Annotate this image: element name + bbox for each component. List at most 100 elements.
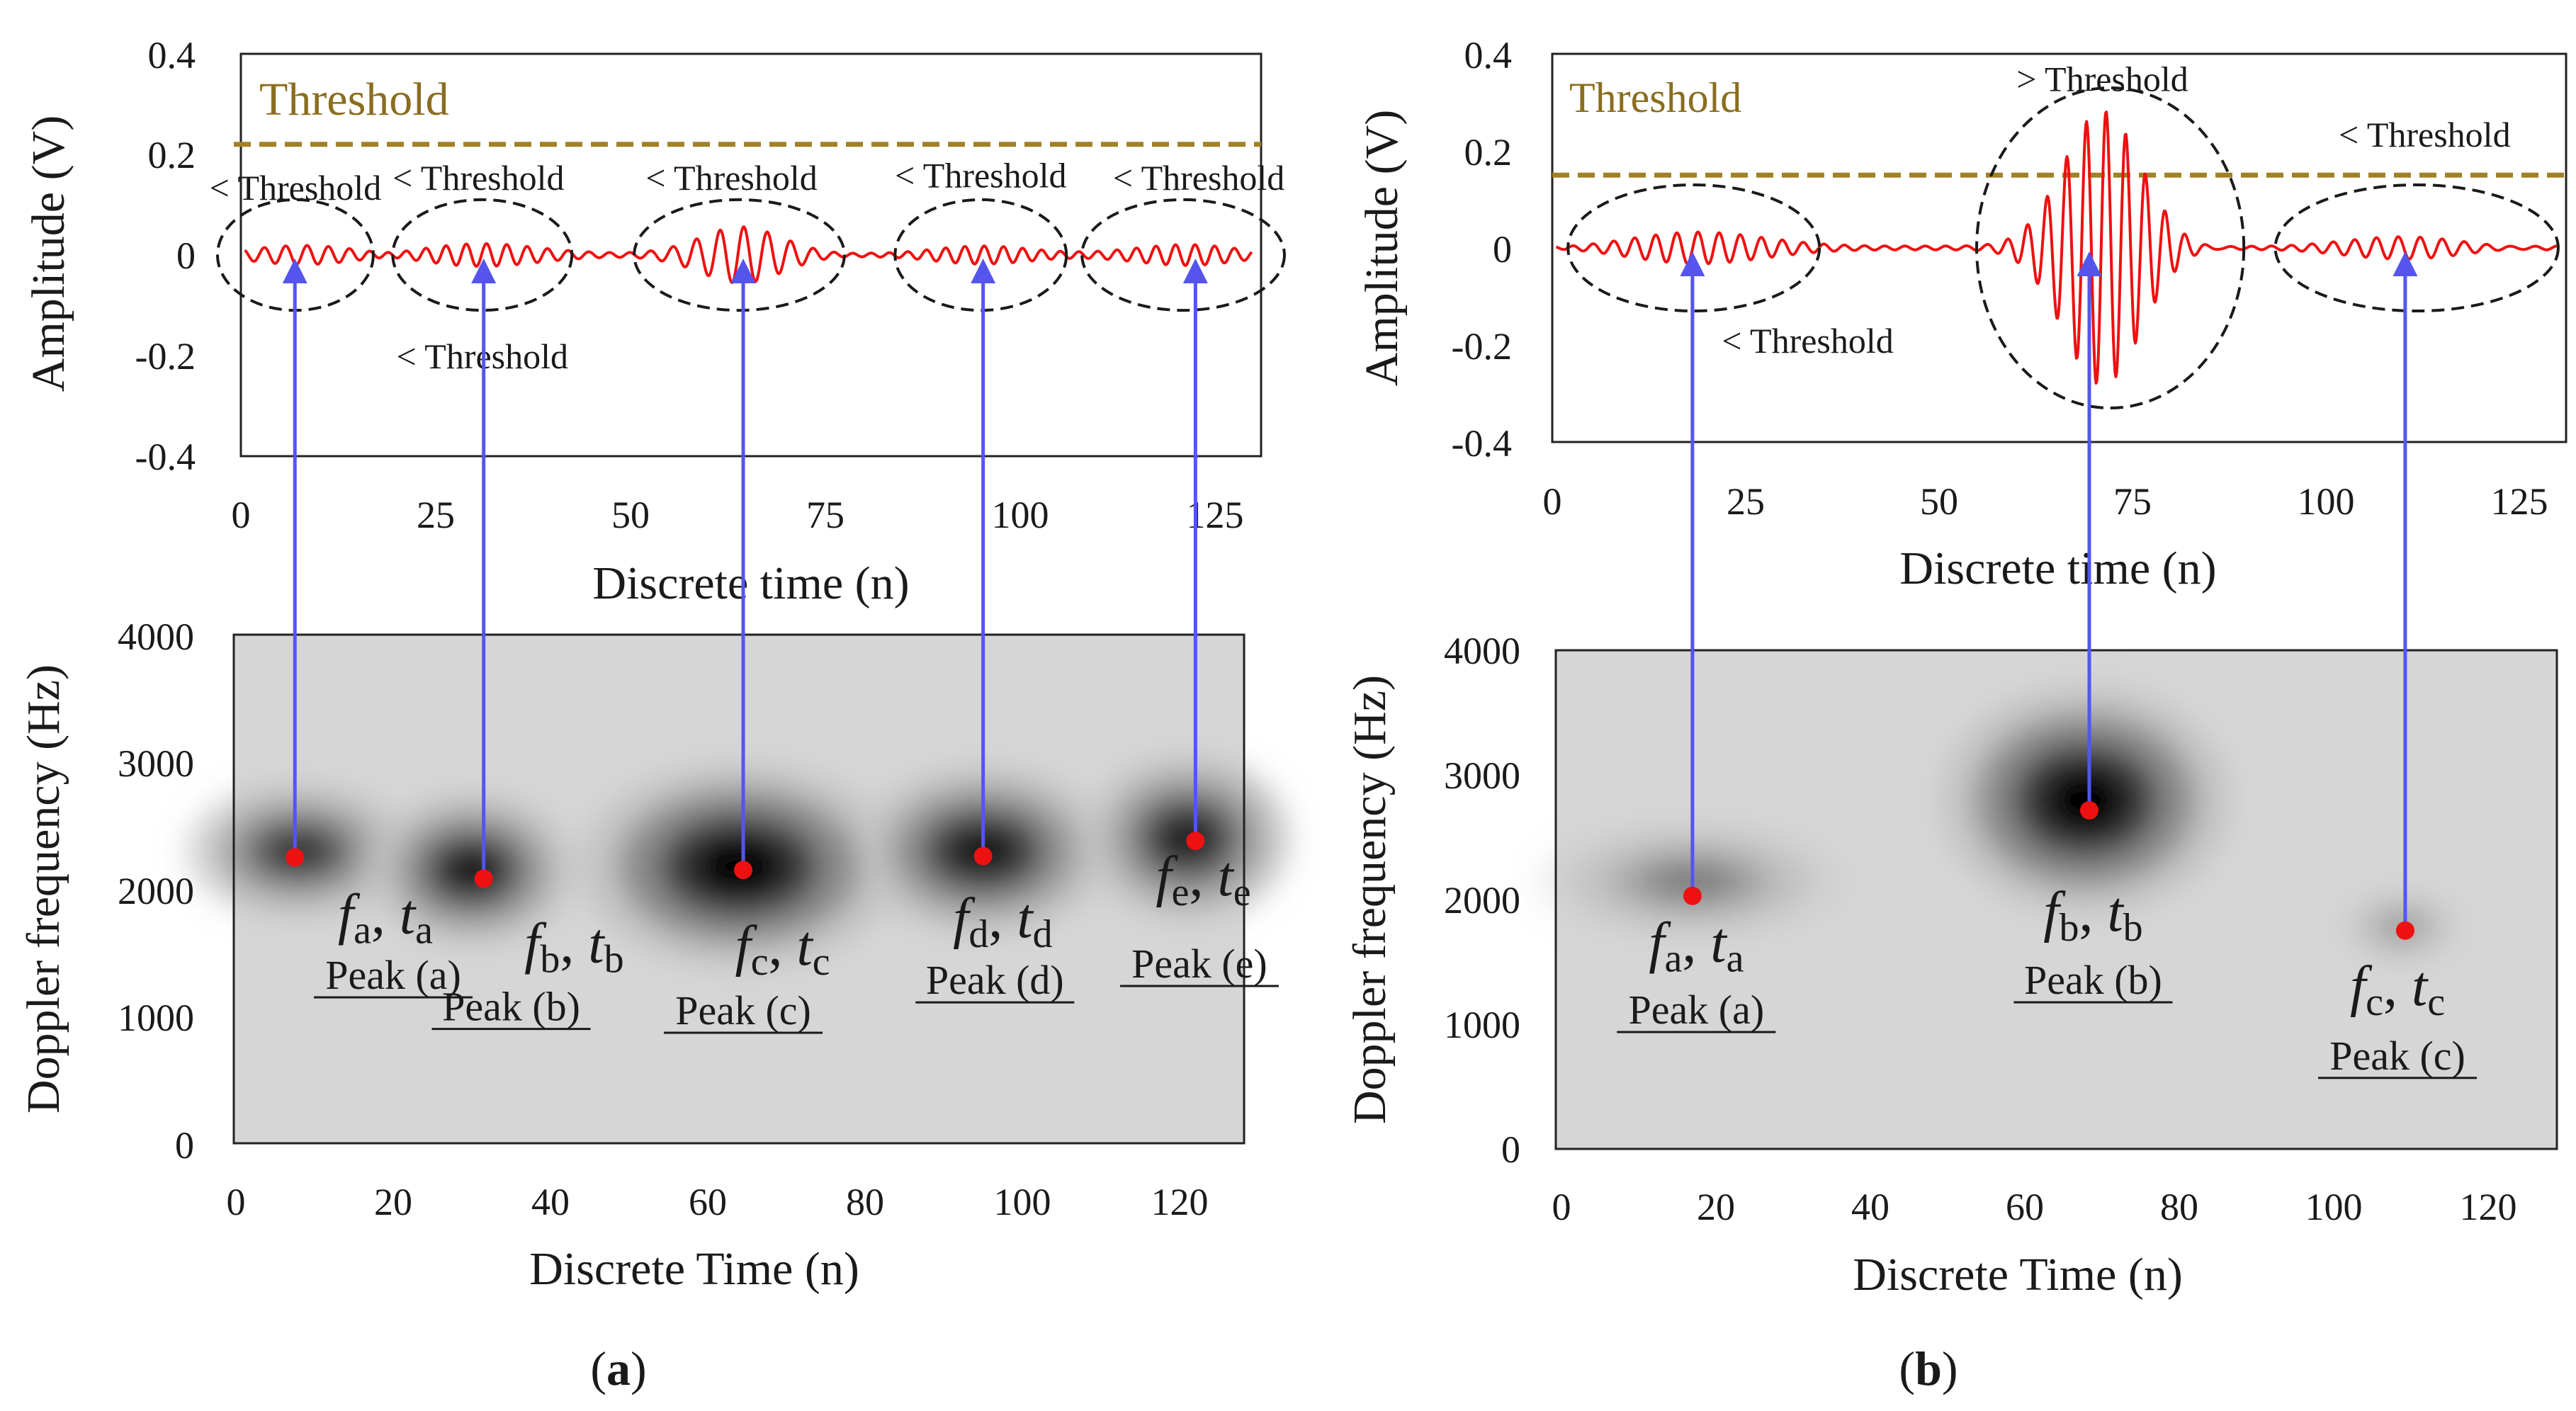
x-tick-label: 80 <box>2160 1186 2198 1228</box>
signal-line <box>244 225 1253 284</box>
spectrogram-xticks-a: 0 20 40 60 80 100 120 <box>227 1181 1209 1223</box>
peak-name-label: Peak (c) <box>675 987 811 1033</box>
threshold-annotation: < Threshold <box>645 158 818 198</box>
peak-coord-label: fc, tc <box>2350 956 2445 1024</box>
peak-separator: , <box>2079 881 2107 944</box>
peak-f-subscript: e <box>1172 871 1190 914</box>
spectrogram-plot-a: 4000 3000 2000 1000 0 0 20 40 60 80 100 … <box>18 616 1291 1295</box>
peak-separator: , <box>769 915 797 978</box>
threshold-annotation: < Threshold <box>392 158 565 198</box>
threshold-annotation: < Threshold <box>1113 158 1285 198</box>
peak-name-label: Peak (b) <box>442 984 580 1030</box>
threshold-label: Threshold <box>259 74 449 125</box>
peak-marker <box>2395 921 2414 940</box>
peak-f-subscript: d <box>968 912 988 956</box>
threshold-region <box>1975 86 2246 410</box>
panel-label-a: (a) <box>590 1342 646 1395</box>
y-tick-label: 0.4 <box>1464 34 1513 76</box>
signal-plot-b: 0.4 0.2 0 -0.2 -0.4 0 25 50 75 100 125 D… <box>1356 34 2567 594</box>
threshold-annotation: < Threshold <box>895 155 1067 195</box>
x-tick-label: 25 <box>417 494 455 536</box>
y-axis-label: Doppler frequency (Hz) <box>18 664 69 1114</box>
x-tick-label: 60 <box>689 1181 727 1223</box>
peak-t-symbol: t <box>1017 888 1034 950</box>
x-tick-label: 60 <box>2006 1186 2044 1228</box>
threshold-annotation: < Threshold <box>1722 321 1894 361</box>
threshold-region <box>893 198 1068 312</box>
x-tick-label: 50 <box>1920 480 1958 523</box>
peak-name-label: Peak (a) <box>325 952 461 998</box>
peak-marker <box>734 861 753 880</box>
peak-name-label: Peak (a) <box>1629 987 1765 1033</box>
x-tick-label: 0 <box>232 494 251 536</box>
x-tick-label: 100 <box>2298 480 2355 523</box>
spectrogram-core <box>2043 766 2128 834</box>
y-tick-label: 1000 <box>1444 1004 1520 1046</box>
y-tick-label: 0.2 <box>148 134 196 176</box>
peak-t-symbol: t <box>797 915 814 978</box>
peak-marker <box>286 848 305 867</box>
peak-separator: , <box>1189 846 1217 908</box>
x-tick-label: 75 <box>806 494 844 536</box>
peak-marker <box>973 846 993 866</box>
x-tick-label: 0 <box>1543 480 1562 523</box>
spectrogram-plot-b: 4000 3000 2000 1000 0 0 20 40 60 80 100 … <box>1344 630 2558 1300</box>
peak-t-subscript: a <box>1727 937 1744 981</box>
x-tick-label: 120 <box>1151 1181 1209 1223</box>
spectrogram-core <box>442 847 502 892</box>
signal-layer-a: < Threshold < Threshold < Threshold < Thres… <box>210 142 1286 376</box>
peak-t-subscript: b <box>604 938 624 982</box>
peak-t-subscript: a <box>415 908 433 952</box>
y-tick-label: -0.4 <box>1452 422 1512 465</box>
x-tick-label: 0 <box>227 1181 246 1223</box>
signal-plot-a: 0.4 0.2 0 -0.2 -0.4 0 25 50 75 100 125 D… <box>23 34 1286 609</box>
spectrogram-yticks-a: 4000 3000 2000 1000 0 <box>118 616 194 1167</box>
spectrogram-yticks-b: 4000 3000 2000 1000 0 <box>1444 630 1520 1171</box>
peak-t-subscript: c <box>813 940 830 984</box>
x-tick-label: 50 <box>611 494 650 536</box>
peak-t-symbol: t <box>400 883 417 946</box>
x-axis-label: Discrete time (n) <box>592 557 909 609</box>
peak-marker <box>1683 886 1702 905</box>
x-tick-label: 40 <box>531 1181 570 1223</box>
y-axis-label: Amplitude (V) <box>1356 110 1408 386</box>
peak-t-subscript: d <box>1033 912 1053 956</box>
y-tick-label: 0.4 <box>148 34 196 76</box>
peak-t-symbol: t <box>1710 912 1727 975</box>
x-tick-label: 120 <box>2460 1186 2517 1228</box>
y-tick-label: -0.2 <box>1452 325 1512 368</box>
y-tick-label: -0.4 <box>135 436 196 478</box>
spectrogram-frame-a <box>232 633 1245 1145</box>
y-tick-label: 0 <box>1501 1128 1520 1171</box>
y-tick-label: -0.2 <box>135 335 196 378</box>
y-axis-label: Doppler frequency (Hz) <box>1344 675 1396 1124</box>
peak-f-subscript: a <box>354 908 371 952</box>
peak-separator: , <box>2383 956 2412 1018</box>
peak-t-symbol: t <box>2412 956 2429 1018</box>
x-tick-label: 100 <box>992 494 1049 536</box>
peak-separator: , <box>371 883 400 946</box>
peak-coord-label: fb, tb <box>524 913 623 982</box>
x-tick-label: 100 <box>994 1181 1051 1223</box>
spectrogram-layer-b <box>1536 650 2557 1149</box>
threshold-region <box>1080 198 1286 312</box>
y-tick-label: 4000 <box>1444 630 1520 672</box>
signal-line <box>1555 110 2558 385</box>
x-tick-label: 20 <box>1697 1186 1735 1228</box>
signal-layer-b: > Threshold < Threshold < Threshold <box>1552 59 2566 410</box>
peak-f-subscript: c <box>2366 980 2383 1024</box>
peak-t-subscript: b <box>2123 906 2143 950</box>
threshold-region <box>1566 183 1821 313</box>
peak-coord-label: fc, tc <box>735 915 830 984</box>
threshold-region <box>633 198 846 312</box>
y-tick-label: 2000 <box>1444 879 1520 922</box>
y-tick-label: 3000 <box>118 742 194 785</box>
peak-name-label: Peak (b) <box>2024 957 2162 1003</box>
peak-f-subscript: b <box>540 938 560 982</box>
x-tick-label: 75 <box>2113 480 2152 523</box>
x-axis-label: Discrete Time (n) <box>529 1243 859 1295</box>
threshold-region <box>2273 183 2560 313</box>
y-tick-label: 3000 <box>1444 754 1520 797</box>
peak-t-symbol: t <box>2107 881 2124 944</box>
